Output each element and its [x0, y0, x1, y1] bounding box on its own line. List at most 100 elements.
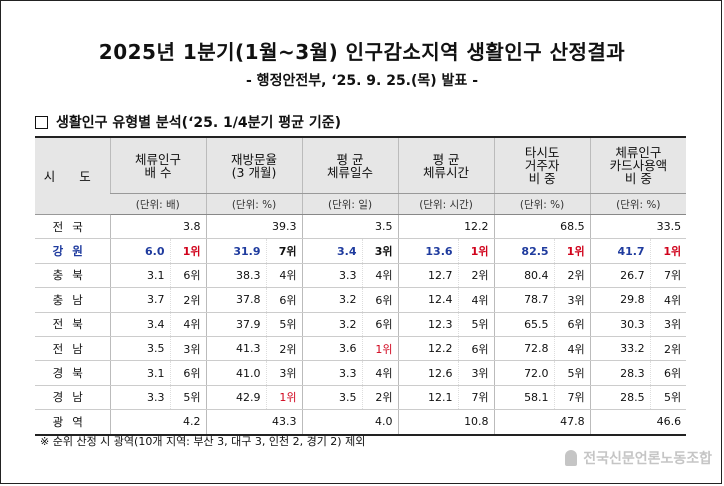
cell-value: 12.6 — [397, 360, 459, 386]
cell-value: 12.2 — [397, 336, 459, 362]
cell-value: 41.3 — [205, 336, 267, 362]
row-sido: 전북 — [35, 312, 110, 337]
row-sido: 경북 — [35, 360, 110, 386]
column-header-line: 비 중 — [624, 171, 652, 186]
cell-value: 12.7 — [397, 263, 459, 289]
column-header: 체류인구 카드사용액 비 중 — [589, 136, 687, 194]
column-unit: (단위: %) — [493, 193, 591, 215]
column-header-line: 체류인구 — [615, 145, 662, 160]
column-unit: (단위: 일) — [301, 193, 399, 215]
cell-value: 82.5 — [493, 238, 555, 264]
column-header-line: 평 균 — [336, 151, 364, 167]
cell-value: 65.5 — [493, 312, 555, 337]
row-sido: 광역 — [35, 409, 110, 436]
cell-rank: 3위 — [649, 312, 687, 337]
watermark: 전국신문언론노동조합 — [565, 448, 712, 468]
cell-value: 28.5 — [589, 385, 651, 411]
column-header-line: 체류인구 — [135, 151, 182, 167]
cell-rank: 2위 — [169, 287, 207, 313]
column-header-line: 재방문율 — [231, 151, 278, 167]
column-header-line: 비 중 — [528, 171, 556, 186]
cell-value: 80.4 — [493, 263, 555, 289]
cell-rank: 6위 — [169, 263, 207, 289]
cell-value: 58.1 — [493, 385, 555, 411]
cell-rank: 7위 — [265, 238, 303, 264]
cell-value: 12.3 — [397, 312, 459, 337]
cell-rank: 1위 — [553, 238, 591, 264]
union-seal-icon — [565, 450, 578, 466]
cell-value: 41.0 — [205, 360, 267, 386]
cell-rank: 4위 — [169, 312, 207, 337]
cell-rank: 6위 — [553, 312, 591, 337]
cell-value: 4.0 — [301, 409, 399, 436]
table-row: 전남 3.5 3위 41.3 2위 3.6 1위 12.2 6위 72.8 4위 33.2 2위 — [35, 336, 687, 362]
cell-value: 3.1 — [109, 263, 170, 289]
cell-rank: 6위 — [457, 336, 495, 362]
cell-rank: 3위 — [169, 336, 207, 362]
column-header-line: 거주자 — [524, 158, 560, 173]
cell-rank: 1위 — [457, 238, 495, 264]
column-unit: (단위: 시간) — [397, 193, 495, 215]
cell-value: 29.8 — [589, 287, 651, 313]
cell-rank: 6위 — [649, 360, 687, 386]
cell-value: 46.6 — [589, 409, 687, 436]
cell-rank: 4위 — [265, 263, 303, 289]
cell-rank: 5위 — [649, 385, 687, 411]
cell-rank: 5위 — [169, 385, 207, 411]
footnote: ※ 순위 산정 시 광역(10개 지역: 부산 3, 대구 3, 인천 2, 경… — [40, 435, 366, 448]
cell-value: 6.0 — [109, 238, 170, 264]
cell-rank: 4위 — [361, 263, 399, 289]
column-header: 평 균 체류일수 — [301, 136, 399, 194]
cell-value: 3.8 — [109, 214, 207, 240]
cell-value: 28.3 — [589, 360, 651, 386]
row-sido: 충북 — [35, 263, 110, 289]
cell-rank: 6위 — [361, 312, 399, 337]
column-header: 평 균 체류시간 — [397, 136, 495, 194]
cell-value: 30.3 — [589, 312, 651, 337]
cell-value: 43.3 — [205, 409, 303, 436]
table-row: 충남 3.7 2위 37.8 6위 3.2 6위 12.4 4위 78.7 3위 29.8 4위 — [35, 287, 687, 313]
cell-value: 3.6 — [301, 336, 363, 362]
cell-rank: 2위 — [265, 336, 303, 362]
cell-value: 3.3 — [109, 385, 170, 411]
cell-value: 31.9 — [205, 238, 267, 264]
cell-rank: 2위 — [553, 263, 591, 289]
row-sido: 전국 — [35, 214, 110, 240]
cell-value: 78.7 — [493, 287, 555, 313]
column-unit: (단위: 배) — [110, 193, 207, 215]
cell-rank: 2위 — [361, 385, 399, 411]
cell-value: 37.8 — [205, 287, 267, 313]
cell-rank: 7위 — [457, 385, 495, 411]
cell-rank: 2위 — [649, 336, 687, 362]
table-row: 경북 3.1 6위 41.0 3위 3.3 4위 12.6 3위 72.0 5위 28.3 6위 — [35, 360, 687, 386]
cell-value: 12.4 — [397, 287, 459, 313]
cell-value: 3.4 — [109, 312, 170, 337]
cell-rank: 3위 — [457, 360, 495, 386]
cell-value: 37.9 — [205, 312, 267, 337]
column-header-line: 배 수 — [144, 164, 172, 180]
cell-value: 3.2 — [301, 287, 363, 313]
cell-rank: 3위 — [265, 360, 303, 386]
row-sido: 경남 — [35, 385, 110, 411]
cell-rank: 1위 — [169, 238, 207, 264]
table-row: 전북 3.4 4위 37.9 5위 3.2 6위 12.3 5위 65.5 6위 30.3 3위 — [35, 312, 687, 337]
cell-rank: 3위 — [361, 238, 399, 264]
cell-value: 3.3 — [301, 360, 363, 386]
cell-rank: 5위 — [553, 360, 591, 386]
cell-value: 26.7 — [589, 263, 651, 289]
cell-rank: 1위 — [649, 238, 687, 264]
cell-rank: 1위 — [361, 336, 399, 362]
cell-value: 33.5 — [589, 214, 687, 240]
table-row: 광역 4.2 43.3 4.0 10.8 47.8 46.6 — [35, 409, 687, 436]
cell-rank: 6위 — [361, 287, 399, 313]
row-sido: 강원 — [35, 238, 110, 264]
cell-value: 38.3 — [205, 263, 267, 289]
cell-value: 72.8 — [493, 336, 555, 362]
cell-value: 41.7 — [589, 238, 651, 264]
section-heading: 생활인구 유형별 분석(‘25. 1/4분기 평균 기준) — [35, 112, 341, 132]
table-row: 강원 6.0 1위 31.9 7위 3.4 3위 13.6 1위 82.5 1위 41.7 1위 — [35, 238, 687, 264]
population-table: 시 도 체류인구 배 수 재방문율 (3 개월) 평 균 체류일수 평 균 체류시간 타시도 거주자… — [35, 136, 687, 436]
column-unit: (단위: %) — [589, 193, 687, 215]
cell-value: 3.3 — [301, 263, 363, 289]
